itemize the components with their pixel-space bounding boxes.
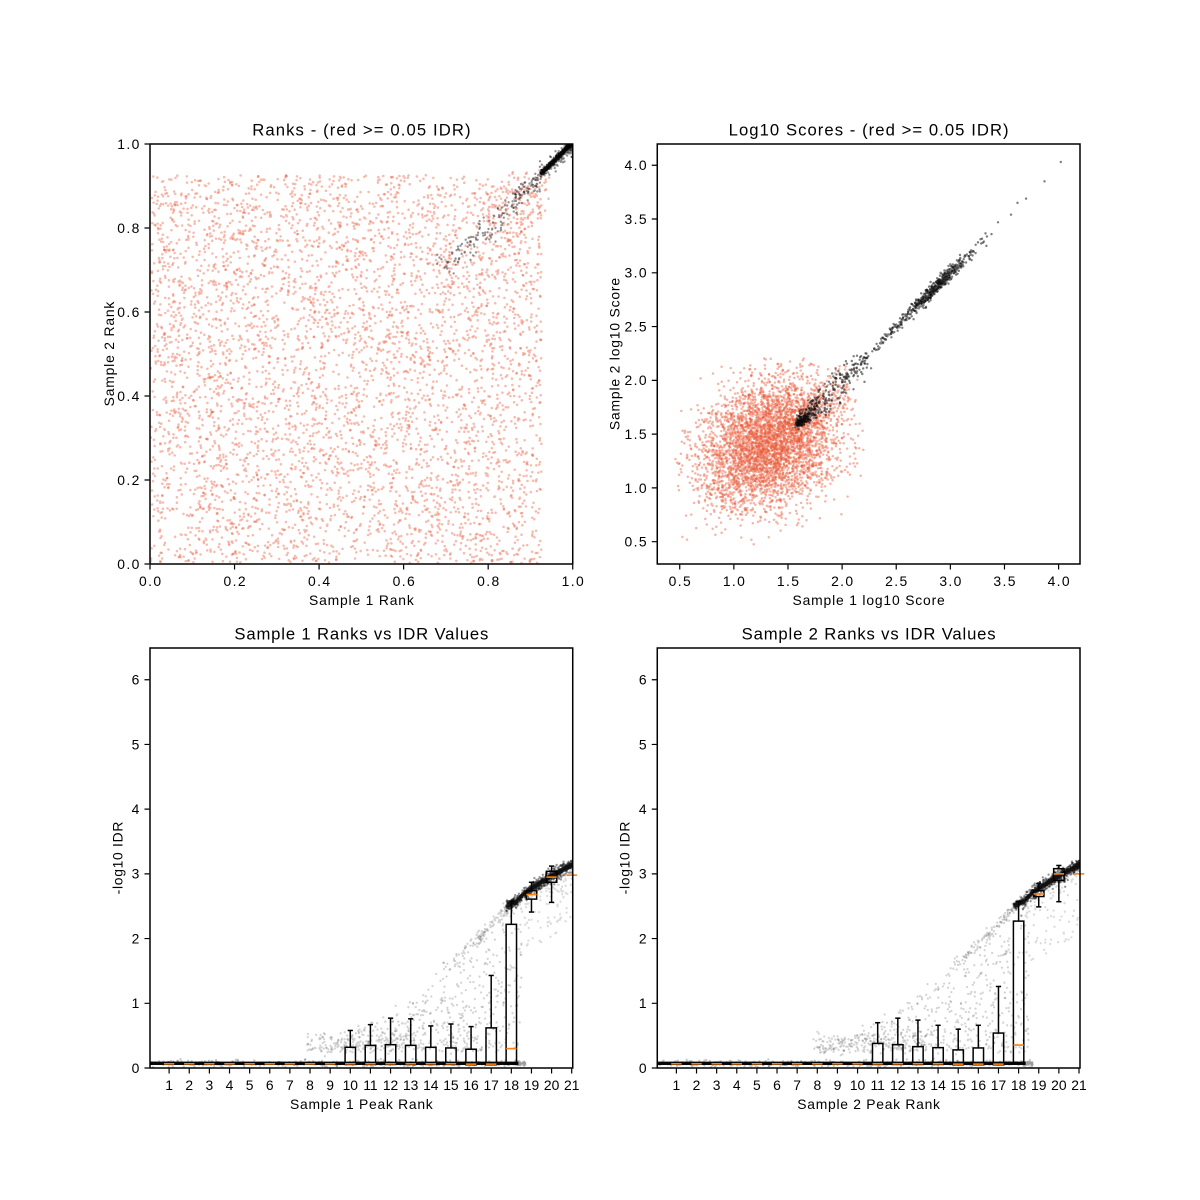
svg-text:0.4: 0.4 — [117, 388, 139, 404]
svg-text:6: 6 — [266, 1077, 274, 1093]
svg-text:16: 16 — [463, 1077, 479, 1093]
svg-text:4.0: 4.0 — [1048, 573, 1070, 589]
svg-text:4: 4 — [226, 1077, 234, 1093]
svg-text:10: 10 — [343, 1077, 359, 1093]
svg-text:2.0: 2.0 — [831, 573, 853, 589]
svg-text:6: 6 — [773, 1077, 781, 1093]
svg-text:2: 2 — [185, 1077, 193, 1093]
svg-text:0: 0 — [132, 1060, 140, 1076]
svg-text:-log10 IDR: -log10 IDR — [617, 822, 633, 895]
svg-text:11: 11 — [870, 1077, 885, 1093]
svg-text:3: 3 — [206, 1077, 214, 1093]
svg-text:3.0: 3.0 — [939, 573, 961, 589]
svg-text:7: 7 — [793, 1077, 801, 1093]
svg-text:2: 2 — [693, 1077, 701, 1093]
svg-text:9: 9 — [834, 1077, 842, 1093]
svg-text:4.0: 4.0 — [624, 157, 646, 173]
svg-text:Sample 1 Rank: Sample 1 Rank — [309, 592, 414, 608]
svg-text:Sample 2 Ranks vs IDR Values: Sample 2 Ranks vs IDR Values — [742, 625, 996, 644]
svg-text:17: 17 — [483, 1077, 499, 1093]
svg-text:19: 19 — [524, 1077, 540, 1093]
svg-text:2: 2 — [639, 930, 647, 946]
svg-text:7: 7 — [286, 1077, 294, 1093]
svg-text:18: 18 — [504, 1077, 520, 1093]
svg-text:5: 5 — [132, 736, 140, 752]
svg-text:0.2: 0.2 — [117, 472, 139, 488]
svg-text:6: 6 — [639, 672, 647, 688]
svg-text:0: 0 — [639, 1060, 647, 1076]
svg-text:6: 6 — [132, 672, 140, 688]
svg-text:0.5: 0.5 — [669, 573, 691, 589]
svg-text:3.5: 3.5 — [624, 211, 646, 227]
svg-text:0.0: 0.0 — [139, 573, 161, 589]
svg-text:4: 4 — [733, 1077, 741, 1093]
svg-text:Sample 2 Rank: Sample 2 Rank — [101, 302, 117, 407]
svg-text:1: 1 — [132, 995, 140, 1011]
svg-text:3: 3 — [639, 866, 647, 882]
svg-text:0.5: 0.5 — [624, 534, 646, 550]
svg-text:0.8: 0.8 — [117, 220, 139, 236]
svg-text:Sample 2 Peak Rank: Sample 2 Peak Rank — [797, 1096, 940, 1112]
svg-text:1: 1 — [165, 1077, 173, 1093]
svg-text:1.0: 1.0 — [723, 573, 745, 589]
svg-text:3: 3 — [132, 866, 140, 882]
svg-text:16: 16 — [971, 1077, 987, 1093]
svg-text:0.6: 0.6 — [117, 304, 139, 320]
svg-text:1: 1 — [639, 995, 647, 1011]
svg-text:0.6: 0.6 — [393, 573, 415, 589]
svg-text:14: 14 — [423, 1077, 439, 1093]
svg-text:Sample 1 log10 Score: Sample 1 log10 Score — [793, 592, 946, 608]
svg-text:Ranks - (red >= 0.05 IDR): Ranks - (red >= 0.05 IDR) — [252, 121, 470, 140]
svg-text:21: 21 — [564, 1077, 580, 1093]
svg-text:13: 13 — [403, 1077, 419, 1093]
svg-text:21: 21 — [1071, 1077, 1087, 1093]
svg-text:0.0: 0.0 — [117, 556, 139, 572]
svg-text:20: 20 — [544, 1077, 560, 1093]
svg-text:3: 3 — [713, 1077, 721, 1093]
svg-text:Sample 2 log10 Score: Sample 2 log10 Score — [607, 278, 623, 431]
svg-text:12: 12 — [383, 1077, 399, 1093]
svg-text:18: 18 — [1011, 1077, 1027, 1093]
svg-text:17: 17 — [991, 1077, 1007, 1093]
svg-text:8: 8 — [813, 1077, 821, 1093]
svg-text:1.0: 1.0 — [117, 136, 139, 152]
svg-text:15: 15 — [443, 1077, 459, 1093]
svg-text:4: 4 — [132, 801, 140, 817]
svg-text:1.5: 1.5 — [777, 573, 799, 589]
svg-text:Sample 1 Peak Rank: Sample 1 Peak Rank — [290, 1096, 433, 1112]
svg-text:5: 5 — [753, 1077, 761, 1093]
svg-text:3.0: 3.0 — [624, 265, 646, 281]
svg-text:15: 15 — [950, 1077, 966, 1093]
svg-text:20: 20 — [1051, 1077, 1067, 1093]
svg-text:-log10 IDR: -log10 IDR — [109, 822, 125, 895]
svg-text:14: 14 — [930, 1077, 946, 1093]
svg-text:Sample 1 Ranks vs IDR Values: Sample 1 Ranks vs IDR Values — [234, 625, 488, 644]
svg-text:5: 5 — [246, 1077, 254, 1093]
svg-text:0.8: 0.8 — [477, 573, 499, 589]
svg-text:2.5: 2.5 — [624, 318, 646, 334]
svg-text:1.5: 1.5 — [624, 426, 646, 442]
svg-text:12: 12 — [890, 1077, 906, 1093]
svg-text:0.2: 0.2 — [224, 573, 246, 589]
svg-text:1.0: 1.0 — [624, 480, 646, 496]
svg-text:11: 11 — [363, 1077, 378, 1093]
svg-text:0.4: 0.4 — [308, 573, 330, 589]
svg-text:9: 9 — [326, 1077, 334, 1093]
svg-text:5: 5 — [639, 736, 647, 752]
svg-text:1: 1 — [673, 1077, 681, 1093]
svg-text:8: 8 — [306, 1077, 314, 1093]
svg-text:3.5: 3.5 — [993, 573, 1015, 589]
svg-text:2.5: 2.5 — [885, 573, 907, 589]
svg-text:2: 2 — [132, 930, 140, 946]
svg-text:10: 10 — [850, 1077, 866, 1093]
svg-text:4: 4 — [639, 801, 647, 817]
svg-text:1.0: 1.0 — [562, 573, 584, 589]
svg-text:19: 19 — [1031, 1077, 1047, 1093]
svg-text:2.0: 2.0 — [624, 372, 646, 388]
svg-text:13: 13 — [910, 1077, 926, 1093]
svg-text:Log10 Scores - (red >= 0.05 ID: Log10 Scores - (red >= 0.05 IDR) — [729, 121, 1009, 140]
